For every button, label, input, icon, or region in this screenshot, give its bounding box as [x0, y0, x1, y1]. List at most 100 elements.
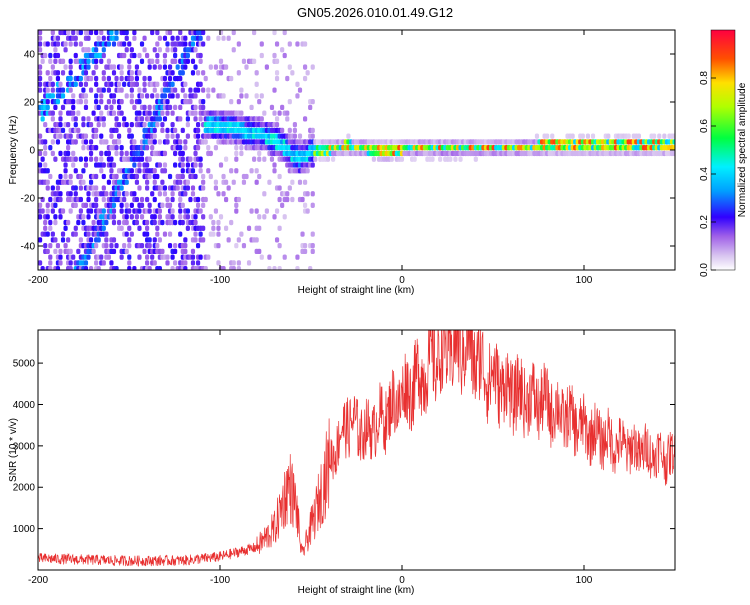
heatmap-cell [195, 242, 201, 249]
heatmap-cell [63, 225, 68, 231]
heatmap-cell [277, 173, 282, 180]
heatmap-cell [170, 93, 175, 99]
heatmap-cell [239, 93, 244, 99]
heatmap-cell [183, 248, 188, 255]
heatmap-cell [60, 104, 66, 111]
heatmap-cell [96, 266, 101, 270]
heatmap-cell [231, 266, 236, 270]
heatmap-cell [76, 219, 81, 226]
heatmap-cell [183, 191, 188, 197]
heatmap-cell [236, 70, 241, 76]
heatmap-cell [180, 87, 185, 93]
heatmap-cell [91, 110, 96, 116]
heatmap-cell [109, 242, 114, 249]
heatmap-cell [313, 156, 318, 162]
heatmap-cell [160, 110, 165, 116]
heatmap-cell [38, 30, 43, 36]
heatmap-cell [38, 202, 43, 208]
heatmap-cell [58, 173, 63, 180]
heatmap-cell [94, 156, 99, 162]
heatmap-cell [178, 139, 183, 145]
heatmap-cell [252, 30, 257, 36]
heatmap-cell [147, 208, 152, 214]
heatmap-cell [132, 139, 137, 145]
heatmap-cell [73, 139, 78, 145]
heatmap-cell [274, 41, 280, 47]
heatmap-cell [145, 231, 150, 237]
heatmap-cell [178, 145, 183, 151]
heatmap-cell [165, 139, 170, 145]
heatmap-cell [371, 156, 376, 162]
heatmap-cell [155, 58, 160, 64]
heatmap-cell [53, 104, 58, 111]
heatmap-cell [280, 127, 285, 134]
heatmap-cell [68, 173, 73, 180]
heatmap-cell [310, 191, 315, 197]
heatmap-cell [142, 81, 147, 87]
heatmap-cell [127, 208, 132, 214]
heatmap-cell [165, 127, 170, 134]
heatmap-cell [216, 191, 221, 197]
heatmap-cell [114, 127, 119, 134]
heatmap-cell [83, 260, 89, 266]
heatmap-cell [139, 242, 145, 249]
heatmap-cell [657, 133, 662, 139]
heatmap-cell [213, 64, 219, 70]
heatmap-cell [239, 231, 244, 237]
heatmap-cell [104, 231, 109, 237]
heatmap-cell [45, 214, 50, 220]
heatmap-cell [155, 173, 160, 180]
heatmap-cell [40, 116, 45, 122]
heatmap-cell [280, 47, 285, 53]
heatmap-cell [73, 41, 78, 47]
heatmap-cell [170, 196, 175, 203]
heatmap-cell [308, 104, 313, 111]
heatmap-cell [83, 98, 89, 105]
heatmap-cell [152, 133, 157, 139]
heatmap-cell [231, 179, 236, 185]
heatmap-cell [68, 266, 73, 270]
heatmap-cell [152, 237, 157, 243]
heatmap-cell [114, 266, 119, 270]
heatmap-cell [198, 208, 203, 214]
heatmap-cell [254, 93, 259, 99]
heatmap-cell [180, 162, 185, 168]
heatmap-cell [310, 127, 315, 134]
heatmap-cell [175, 93, 180, 99]
heatmap-cell [45, 202, 50, 208]
heatmap-cell [234, 202, 239, 208]
heatmap-cell [346, 133, 351, 139]
heatmap-cell [295, 93, 300, 99]
heatmap-cell [201, 70, 206, 76]
heatmap-cell [259, 93, 264, 99]
heatmap-cell [162, 35, 168, 41]
heatmap-cell [38, 35, 43, 41]
heatmap-cell [58, 81, 63, 87]
heatmap-cell [224, 196, 229, 203]
heatmap-x-tick-label: 100 [576, 275, 593, 286]
heatmap-cell [188, 87, 193, 93]
heatmap-cell [254, 81, 259, 87]
heatmap-cell [195, 145, 201, 151]
heatmap-cell [109, 30, 114, 36]
heatmap-cell [114, 242, 119, 249]
heatmap-cell [180, 173, 185, 180]
heatmap-cell [134, 196, 140, 203]
heatmap-cell [145, 179, 150, 185]
heatmap-cell [150, 145, 155, 151]
heatmap-cell [178, 196, 183, 203]
colorbar-tick-label: 0.6 [699, 119, 710, 133]
heatmap-cell [94, 133, 99, 139]
heatmap-cell [183, 41, 188, 47]
heatmap-cell [274, 122, 280, 128]
heatmap-cell [111, 64, 117, 70]
heatmap-cell [173, 104, 178, 111]
heatmap-cell [305, 70, 310, 76]
heatmap-cell [218, 214, 224, 220]
heatmap-cell [78, 75, 83, 82]
heatmap-cell [38, 133, 43, 139]
heatmap-cell [173, 248, 178, 255]
heatmap-cell [124, 191, 129, 197]
heatmap-cell [66, 150, 71, 157]
heatmap-cell [190, 41, 196, 47]
